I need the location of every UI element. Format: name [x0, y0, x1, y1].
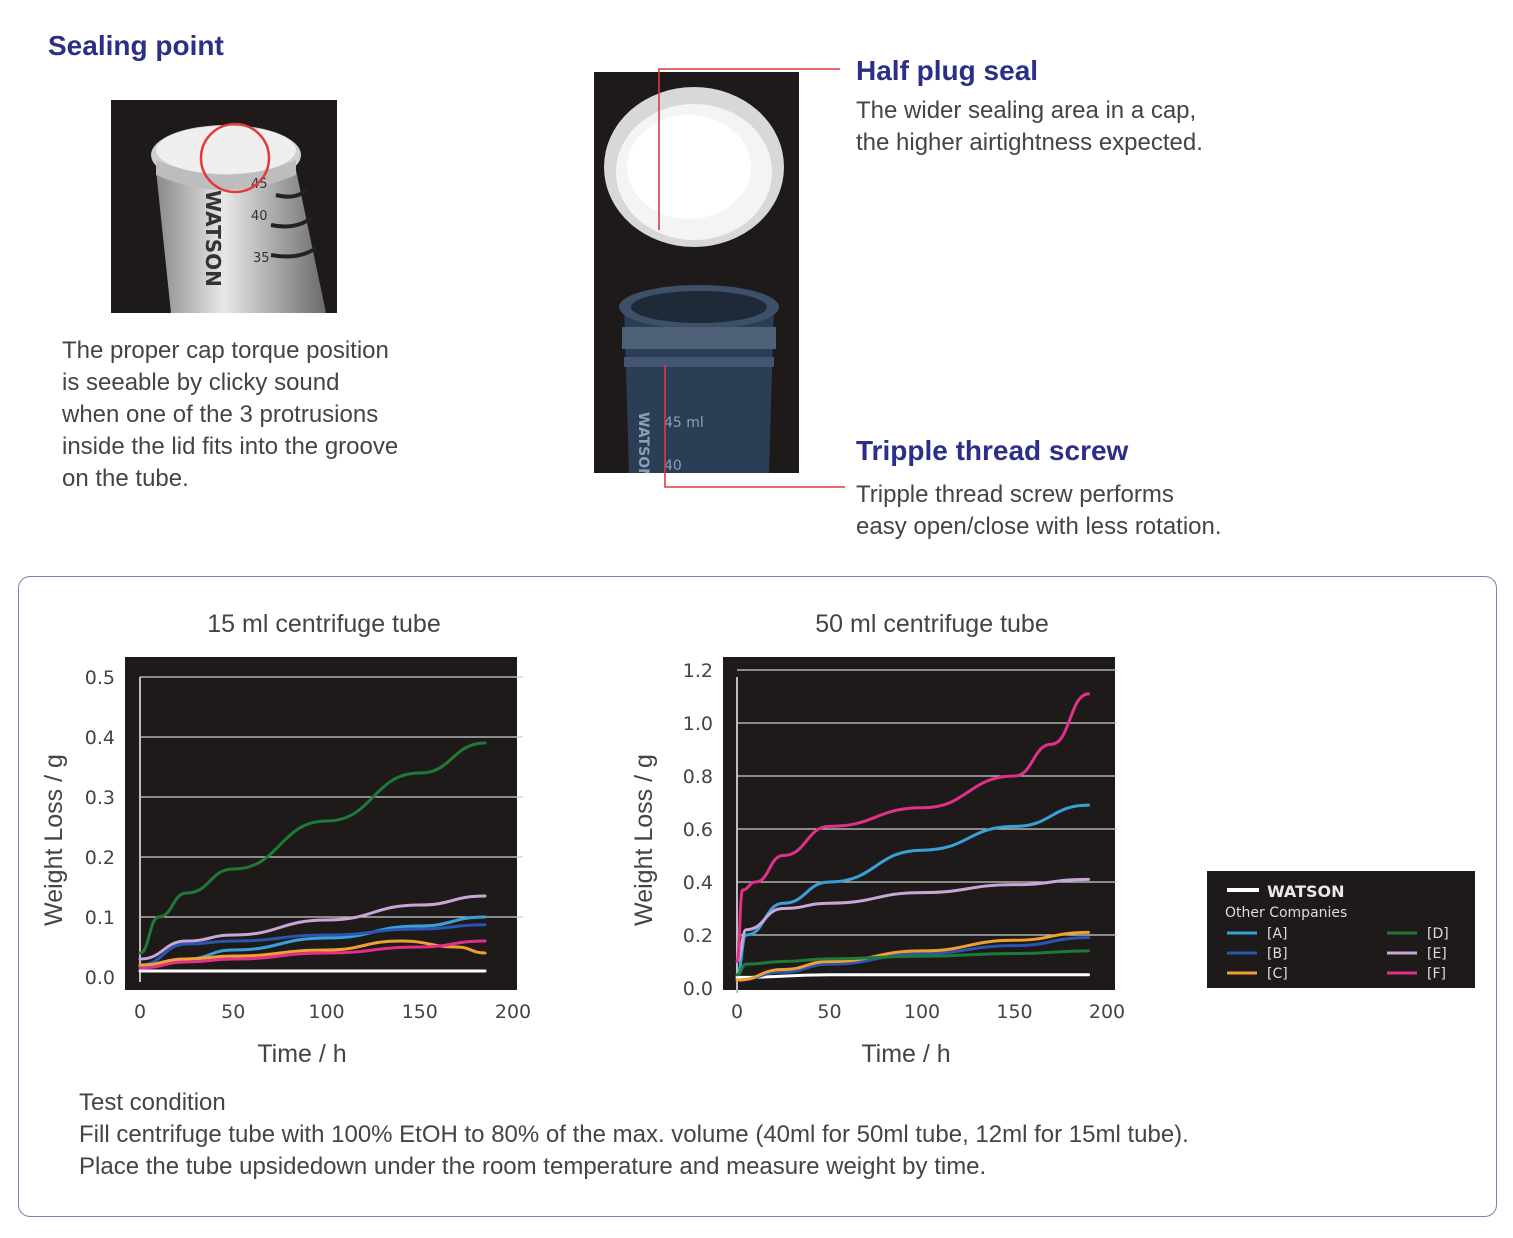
chart-15ml-xlabel: Time / h: [257, 1040, 347, 1068]
chart-50ml-xtick-label: 150: [996, 1001, 1032, 1023]
chart-15ml-series-c: [138, 939, 487, 967]
legend-label-f: [F]: [1427, 966, 1446, 982]
chart-legend: WATSON Other Companies [A] [B] [C] [D] [E] [F…: [1207, 871, 1475, 988]
chart-50ml-series-watson: [735, 973, 1090, 979]
chart-15ml-ytick-label: 0.3: [85, 787, 115, 809]
chart-50ml-series-a: [735, 803, 1090, 977]
chart-50ml: 0.0 0.2 0.4 0.6 0.8 1.0 1.2 0 50 100 150 200: [683, 657, 1125, 1023]
chart-15ml-xtick-label: 150: [402, 1001, 438, 1023]
chart-15ml-ytick-label: 0.0: [85, 967, 115, 989]
cap-closeup-photo: 45 40 35 WATSON: [111, 100, 337, 313]
chart-50ml-xlabel: Time / h: [861, 1040, 951, 1068]
chart-15ml-ylabel: Weight Loss / g: [40, 754, 68, 926]
sealing-description: The proper cap torque position is seeabl…: [62, 337, 399, 492]
chart-50ml-ytick-label: 0.0: [683, 978, 713, 1000]
test-condition-line-2: Place the tube upsidedown under the room…: [79, 1153, 987, 1180]
thread-callout-line: [664, 365, 845, 488]
test-condition: Test condition Fill centrifuge tube with…: [79, 1087, 1479, 1183]
chart-15ml-ytick-label: 0.2: [85, 847, 115, 869]
chart-50ml-xtick-label: 0: [731, 1001, 743, 1023]
test-condition-line-1: Fill centrifuge tube with 100% EtOH to 8…: [79, 1121, 1189, 1148]
chart-15ml-xtick-label: 0: [134, 1001, 146, 1023]
legend-label-a: [A]: [1267, 926, 1288, 942]
legend-label-watson: WATSON: [1267, 882, 1345, 901]
chart-50ml-title: 50 ml centrifuge tube: [815, 610, 1049, 638]
mark-40: 40: [251, 209, 268, 224]
chart-50ml-series-f: [735, 692, 1090, 963]
half-plug-heading: Half plug seal: [856, 55, 1039, 86]
chart-50ml-ytick-label: 0.2: [683, 925, 713, 947]
test-condition-title: Test condition: [79, 1089, 226, 1116]
legend-label-e: [E]: [1427, 946, 1447, 962]
half-plug-description: The wider sealing area in a cap, the hig…: [856, 97, 1203, 156]
chart-50ml-xtick-label: 100: [904, 1001, 940, 1023]
legend-label-b: [B]: [1267, 946, 1288, 962]
chart-50ml-ytick-label: 0.4: [683, 872, 713, 894]
highlight-circle: [199, 122, 271, 194]
chart-15ml-title: 15 ml centrifuge tube: [207, 610, 441, 638]
tube-mark-45: 45 ml: [664, 415, 704, 431]
chart-50ml-xtick-label: 50: [817, 1001, 841, 1023]
chart-15ml-xtick-label: 100: [308, 1001, 344, 1023]
photo-brand: WATSON: [201, 190, 225, 287]
chart-50ml-ytick-label: 1.0: [683, 713, 713, 735]
chart-15ml-series-d: [138, 741, 487, 955]
chart-50ml-ytick-label: 0.6: [683, 819, 713, 841]
chart-50ml-series-e: [735, 877, 1090, 963]
mark-45: 45: [251, 177, 268, 192]
chart-50ml-xtick-label: 200: [1089, 1001, 1125, 1023]
tube-brand: WATSON: [635, 412, 651, 473]
tube-mark-40: 40: [664, 458, 682, 473]
chart-15ml-series-b: [138, 923, 487, 967]
half-plug-callout-line: [658, 68, 840, 230]
chart-50ml-ytick-label: 1.2: [683, 660, 713, 682]
chart-15ml-xtick-label: 200: [495, 1001, 531, 1023]
callout-lines: [658, 68, 845, 488]
chart-15ml: 0.0 0.1 0.2 0.3 0.4 0.5 0 50 100 150 200: [85, 657, 531, 1023]
cap-and-tube-photo: 45 ml 40 WATSON: [594, 72, 799, 473]
chart-50ml-ytick-label: 0.8: [683, 766, 713, 788]
chart-15ml-ytick-label: 0.1: [85, 907, 115, 929]
legend-label-d: [D]: [1427, 926, 1449, 942]
chart-15ml-ytick-label: 0.4: [85, 727, 115, 749]
thread-description: Tripple thread screw performs easy open/…: [856, 481, 1222, 540]
chart-15ml-ytick-label: 0.5: [85, 667, 115, 689]
legend-other-companies: Other Companies: [1225, 905, 1347, 921]
mark-35: 35: [253, 251, 270, 266]
chart-15ml-series-f: [138, 939, 487, 970]
sealing-point-heading: Sealing point: [48, 30, 224, 61]
thread-heading: Tripple thread screw: [856, 435, 1129, 466]
chart-panel: [18, 576, 1497, 1217]
chart-15ml-series-e: [138, 894, 487, 961]
chart-15ml-xtick-label: 50: [221, 1001, 245, 1023]
chart-50ml-series-c: [735, 930, 1090, 982]
chart-50ml-ylabel: Weight Loss / g: [630, 754, 658, 926]
chart-50ml-series-d: [735, 949, 1090, 977]
legend-label-c: [C]: [1267, 966, 1288, 982]
